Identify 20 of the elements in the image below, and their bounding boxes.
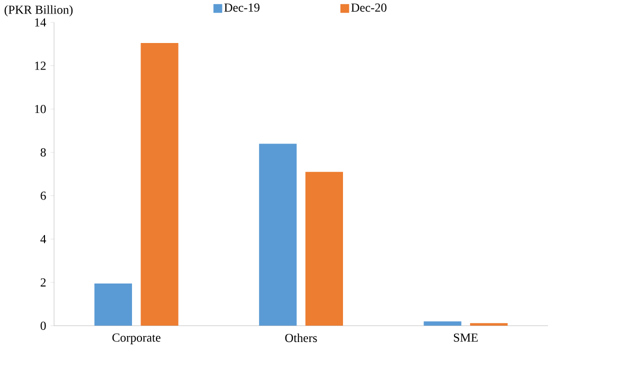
y-tick-label: 2 (40, 278, 46, 286)
legend-label: Dec-20 (351, 3, 386, 12)
y-tick-label: 14 (35, 18, 46, 26)
y-tick-label: 12 (35, 62, 46, 70)
legend-label: Dec-19 (224, 4, 260, 12)
y-tick-label: 4 (40, 235, 46, 244)
x-tick-label: Others (285, 334, 317, 342)
x-tick-label: SME (454, 334, 478, 342)
bar (94, 284, 132, 326)
bar (140, 42, 178, 326)
y-tick-label: 8 (40, 148, 46, 157)
y-axis-title: (PKR Billion) (4, 5, 73, 16)
bar (259, 144, 297, 326)
bar (424, 321, 462, 326)
y-tick-label: 10 (35, 104, 46, 114)
x-tick-label: Corporate (112, 334, 160, 344)
bar (305, 172, 344, 326)
y-tick-label: 6 (40, 192, 46, 200)
bar (470, 323, 508, 326)
y-tick-label: 0 (40, 322, 46, 330)
